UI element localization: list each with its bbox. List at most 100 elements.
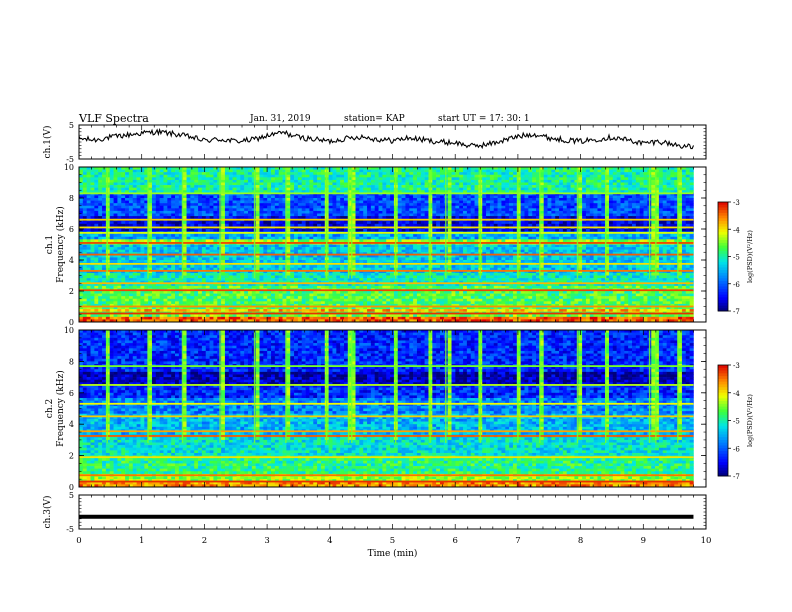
- colorbar-tick-label: -4: [733, 226, 740, 234]
- impulse-streak: [147, 167, 149, 279]
- spectral-line: [79, 231, 694, 234]
- spectral-line: [79, 218, 694, 221]
- x-tick-label: 4: [327, 536, 332, 546]
- impulse-streak: [253, 330, 256, 444]
- impulse-streak: [445, 167, 447, 279]
- spectral-line: [79, 226, 694, 229]
- impulse-streak: [181, 167, 184, 279]
- colorbar-2: [717, 364, 731, 477]
- start-time-label: start UT = 17: 30: 1: [438, 114, 530, 124]
- y-tick-label: 6: [69, 389, 74, 398]
- panel-frame-4: [78, 494, 707, 530]
- spectral-line: [79, 192, 694, 195]
- colorbar-tick-label: -6: [733, 445, 740, 453]
- impulse-streak: [539, 167, 541, 279]
- y-tick-label: 5: [69, 491, 74, 500]
- spectral-line: [79, 456, 694, 459]
- station-label: station= KAP: [344, 114, 405, 124]
- spectrogram-2: [79, 330, 694, 488]
- colorbar-tick-label: -3: [733, 362, 740, 370]
- impulse-streak: [347, 330, 350, 444]
- y-axis-label: Frequency (kHz): [55, 370, 66, 447]
- impulse-streak: [325, 167, 328, 279]
- y-tick-label: 4: [69, 420, 74, 429]
- figure-title: VLF Spectra: [79, 112, 149, 125]
- y-tick-label: 6: [69, 225, 74, 234]
- colorbar-tick-label: -5: [733, 254, 740, 262]
- y-tick-label: 10: [64, 163, 74, 172]
- impulse-streak: [429, 330, 431, 444]
- impulse-streak: [576, 167, 579, 279]
- x-tick-label: 10: [701, 536, 712, 546]
- spectral-line: [79, 282, 694, 285]
- spectrogram-1: [79, 167, 694, 323]
- x-tick-label: 1: [139, 536, 144, 546]
- colorbar-tick-label: -7: [733, 473, 740, 481]
- impulse-streak: [655, 330, 657, 444]
- y-tick-label: 0: [69, 318, 74, 327]
- spectral-line: [79, 480, 694, 483]
- spectral-line: [79, 242, 694, 244]
- impulse-streak: [517, 330, 519, 444]
- spectral-line: [79, 253, 694, 256]
- impulse-streak: [517, 167, 519, 279]
- impulse-streak: [648, 330, 651, 444]
- y-tick-label: 2: [69, 452, 74, 461]
- impulse-streak: [604, 167, 607, 279]
- x-tick-label: 3: [264, 536, 269, 546]
- impulse-streak: [445, 330, 447, 444]
- y-tick-label: 8: [69, 194, 74, 203]
- impulse-streak: [351, 167, 353, 279]
- waveform-trace-1: [78, 127, 695, 150]
- y-tick-label: 4: [69, 256, 74, 265]
- impulse-streak: [479, 330, 481, 444]
- impulse-streak: [648, 167, 651, 279]
- x-tick-label: 0: [76, 536, 81, 546]
- impulse-streak: [285, 330, 287, 444]
- spectral-line: [79, 430, 694, 433]
- x-tick-label: 7: [515, 536, 520, 546]
- spectral-line: [79, 402, 694, 405]
- colorbar-tick-label: -7: [733, 308, 740, 316]
- colorbar-1: [717, 201, 731, 312]
- colorbar-tick-label: -4: [733, 390, 740, 398]
- y-axis-label: Frequency (kHz): [55, 206, 66, 283]
- x-tick-label: 5: [390, 536, 395, 546]
- impulse-streak: [181, 330, 184, 444]
- spectral-line: [79, 269, 694, 272]
- x-tick-label: 2: [202, 536, 207, 546]
- y-tick-label: 10: [64, 326, 74, 335]
- x-tick-label: 8: [578, 536, 583, 546]
- impulse-streak: [325, 330, 328, 444]
- colorbar-tick-label: -6: [733, 281, 740, 289]
- impulse-streak: [347, 167, 350, 279]
- impulse-streak: [147, 330, 149, 444]
- colorbar-label: log(PSD)(V²/Hz): [746, 394, 754, 447]
- y-tick-label: -5: [66, 525, 74, 534]
- impulse-streak: [655, 167, 657, 279]
- spectral-line: [79, 365, 694, 368]
- y-axis-label-channel: ch.1: [45, 235, 55, 254]
- y-tick-label: -5: [66, 155, 74, 164]
- impulse-streak: [539, 330, 541, 444]
- impulse-streak: [219, 167, 221, 279]
- impulse-streak: [429, 167, 431, 279]
- impulse-streak: [394, 167, 397, 279]
- y-tick-label: 5: [69, 121, 74, 130]
- spectral-line: [79, 262, 694, 265]
- colorbar-tick-label: -5: [733, 418, 740, 426]
- impulse-streak: [351, 330, 353, 444]
- impulse-streak: [576, 330, 579, 444]
- impulse-streak: [106, 330, 108, 444]
- y-axis-label: ch.1(V): [42, 126, 53, 159]
- impulse-streak: [677, 167, 679, 279]
- y-axis-label: ch.3(V): [42, 496, 53, 529]
- impulse-streak: [219, 330, 221, 444]
- spectral-line: [79, 289, 694, 292]
- y-axis-label-channel: ch.2: [45, 399, 55, 418]
- impulse-streak: [604, 330, 607, 444]
- spectral-line: [79, 415, 694, 418]
- spectral-line: [79, 312, 694, 315]
- y-tick-label: 8: [69, 357, 74, 366]
